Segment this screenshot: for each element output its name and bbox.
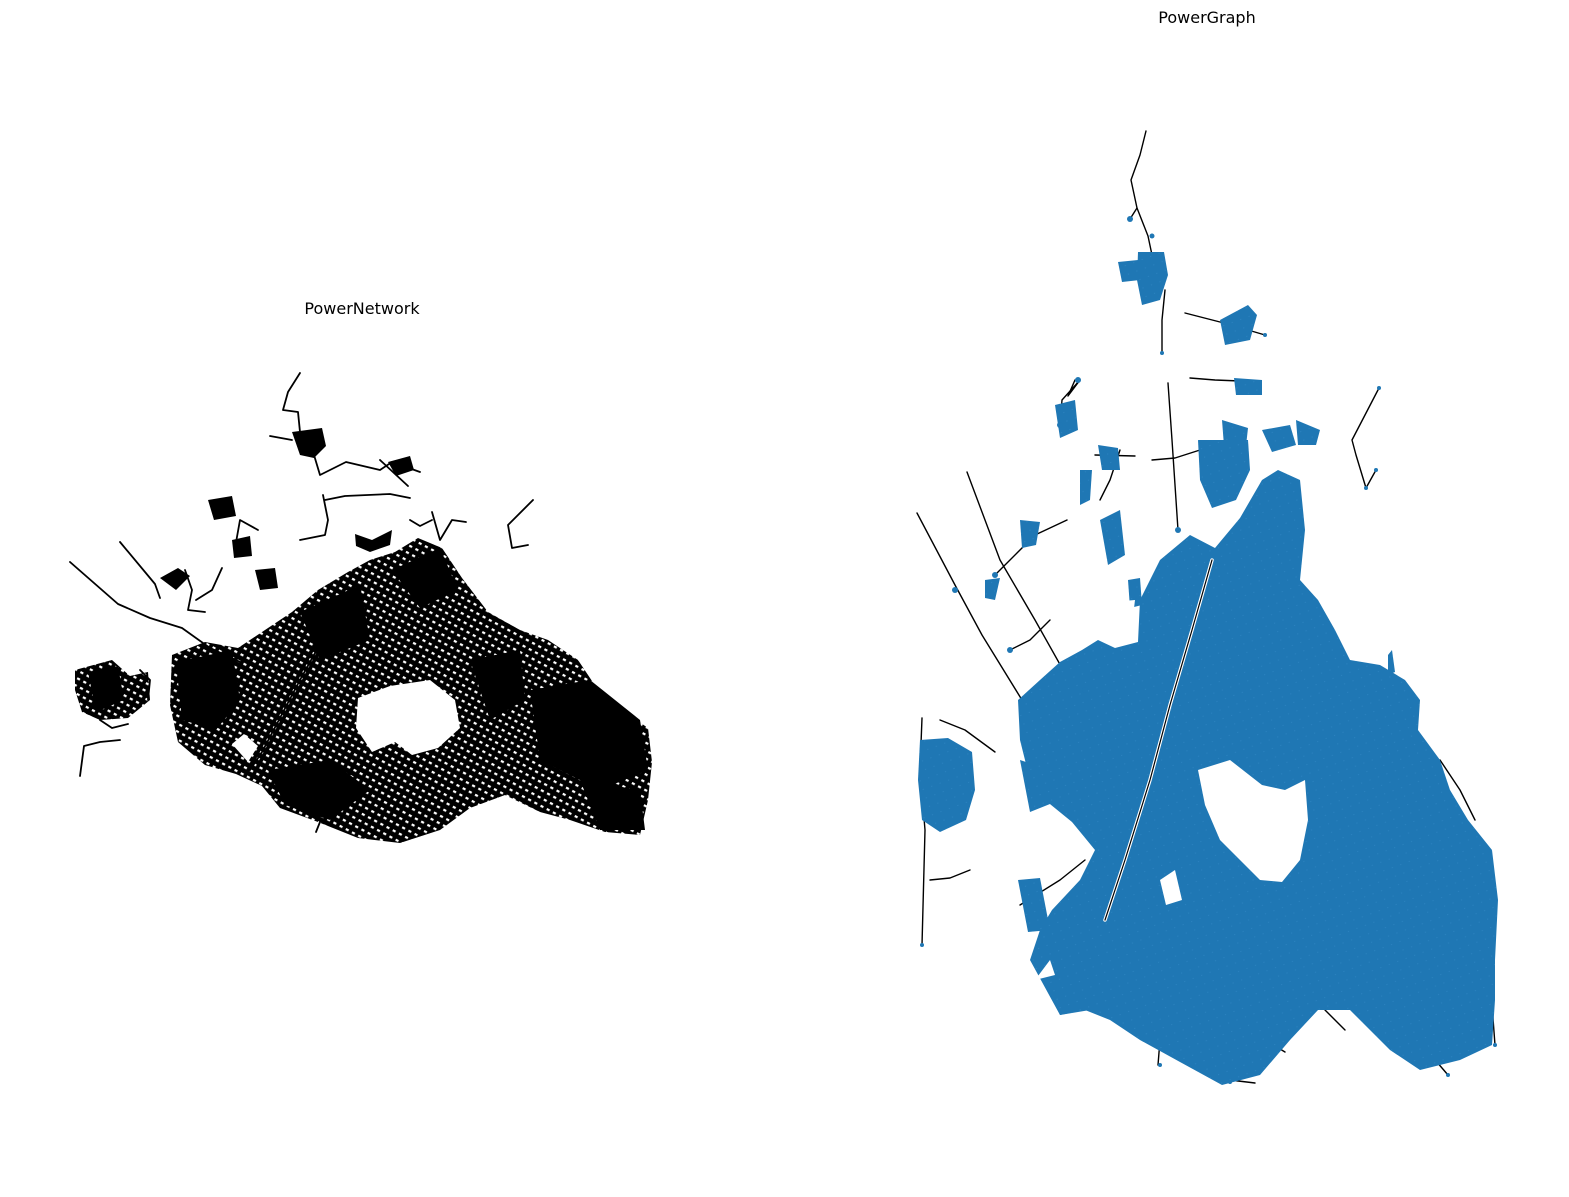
- power-graph-interior-gap: [1198, 760, 1308, 882]
- power-network-map: [69, 372, 652, 843]
- power-network-title: PowerNetwork: [304, 299, 420, 318]
- power-graph-map: [916, 130, 1498, 1085]
- power-graph-title: PowerGraph: [1158, 8, 1256, 27]
- power-graph-nodes: [918, 252, 1498, 1085]
